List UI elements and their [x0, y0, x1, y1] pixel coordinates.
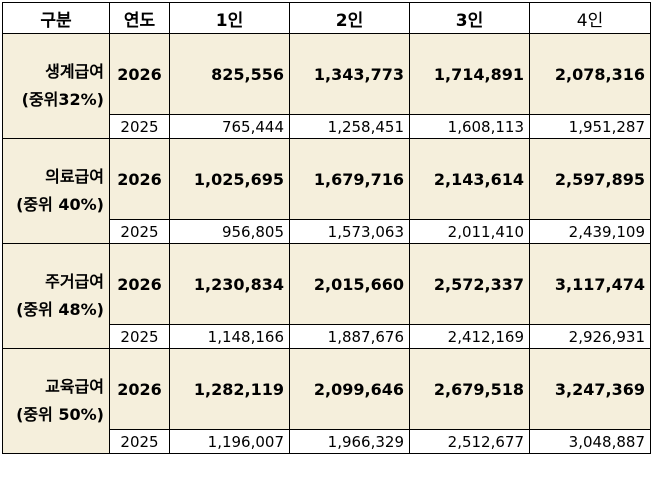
- year-cell: 2025: [109, 219, 170, 244]
- header-row: 구분 연도 1인 2인 3인 4인: [2, 2, 651, 34]
- value-4-person: 2,597,895: [529, 138, 651, 220]
- year-cell: 2026: [109, 348, 170, 430]
- value-1-person: 1,025,695: [169, 138, 290, 220]
- value-1-person: 1,230,834: [169, 243, 290, 325]
- value-1-person: 765,444: [169, 114, 290, 139]
- header-2-person: 2인: [289, 2, 410, 34]
- value-2-person: 1,679,716: [289, 138, 410, 220]
- value-3-person: 1,608,113: [409, 114, 530, 139]
- value-2-person: 1,258,451: [289, 114, 410, 139]
- value-4-person: 3,117,474: [529, 243, 651, 325]
- value-1-person: 956,805: [169, 219, 290, 244]
- year-cell: 2025: [109, 114, 170, 139]
- table-row-livelihood-2026: 생계급여 (중위32%) 2026 825,556 1,343,773 1,71…: [2, 33, 651, 139]
- value-3-person: 2,512,677: [409, 429, 530, 454]
- value-4-person: 2,926,931: [529, 324, 651, 349]
- table-row-housing-2026: 주거급여 (중위 48%) 2026 1,230,834 2,015,660 2…: [2, 243, 651, 349]
- benefit-standard-table: 구분 연도 1인 2인 3인 4인 생계급여 (중위32%) 2026 825,…: [2, 2, 651, 454]
- year-cell: 2026: [109, 243, 170, 325]
- category-name: 생계급여: [45, 62, 104, 81]
- value-3-person: 2,412,169: [409, 324, 530, 349]
- value-2-person: 1,966,329: [289, 429, 410, 454]
- category-education: 교육급여 (중위 50%): [2, 348, 110, 454]
- category-livelihood: 생계급여 (중위32%): [2, 33, 110, 139]
- category-name: 의료급여: [45, 167, 104, 186]
- value-2-person: 1,573,063: [289, 219, 410, 244]
- value-3-person: 2,679,518: [409, 348, 530, 430]
- table-row-medical-2025: 2025 956,805 1,573,063 2,011,410 2,439,1…: [3, 219, 651, 244]
- table-row-education-2025: 2025 1,196,007 1,966,329 2,512,677 3,048…: [3, 429, 651, 454]
- table-row-housing-2025: 2025 1,148,166 1,887,676 2,412,169 2,926…: [3, 324, 651, 349]
- value-1-person: 1,148,166: [169, 324, 290, 349]
- value-4-person: 3,247,369: [529, 348, 651, 430]
- value-2-person: 2,015,660: [289, 243, 410, 325]
- value-1-person: 1,282,119: [169, 348, 290, 430]
- value-1-person: 825,556: [169, 33, 290, 115]
- year-cell: 2025: [109, 324, 170, 349]
- category-medical: 의료급여 (중위 40%): [2, 138, 110, 244]
- header-1-person: 1인: [169, 2, 290, 34]
- year-cell: 2026: [109, 138, 170, 220]
- year-cell: 2026: [109, 33, 170, 115]
- header-year: 연도: [109, 2, 170, 34]
- value-3-person: 2,143,614: [409, 138, 530, 220]
- value-2-person: 2,099,646: [289, 348, 410, 430]
- table-row-livelihood-2025: 2025 765,444 1,258,451 1,608,113 1,951,2…: [3, 114, 651, 139]
- table-row-education-2026: 교육급여 (중위 50%) 2026 1,282,119 2,099,646 2…: [2, 348, 651, 454]
- year-cell: 2025: [109, 429, 170, 454]
- value-3-person: 2,011,410: [409, 219, 530, 244]
- value-4-person: 2,078,316: [529, 33, 651, 115]
- header-category: 구분: [2, 2, 110, 34]
- value-4-person: 3,048,887: [529, 429, 651, 454]
- category-median-rate: (중위32%): [21, 90, 104, 109]
- value-1-person: 1,196,007: [169, 429, 290, 454]
- header-3-person: 3인: [409, 2, 530, 34]
- category-name: 주거급여: [45, 272, 104, 291]
- value-3-person: 2,572,337: [409, 243, 530, 325]
- category-median-rate: (중위 40%): [16, 195, 104, 214]
- category-housing: 주거급여 (중위 48%): [2, 243, 110, 349]
- value-4-person: 2,439,109: [529, 219, 651, 244]
- category-median-rate: (중위 48%): [16, 300, 104, 319]
- header-4-person: 4인: [529, 2, 651, 34]
- table-row-medical-2026: 의료급여 (중위 40%) 2026 1,025,695 1,679,716 2…: [2, 138, 651, 244]
- value-4-person: 1,951,287: [529, 114, 651, 139]
- category-median-rate: (중위 50%): [16, 405, 104, 424]
- value-2-person: 1,887,676: [289, 324, 410, 349]
- value-3-person: 1,714,891: [409, 33, 530, 115]
- value-2-person: 1,343,773: [289, 33, 410, 115]
- category-name: 교육급여: [45, 377, 104, 396]
